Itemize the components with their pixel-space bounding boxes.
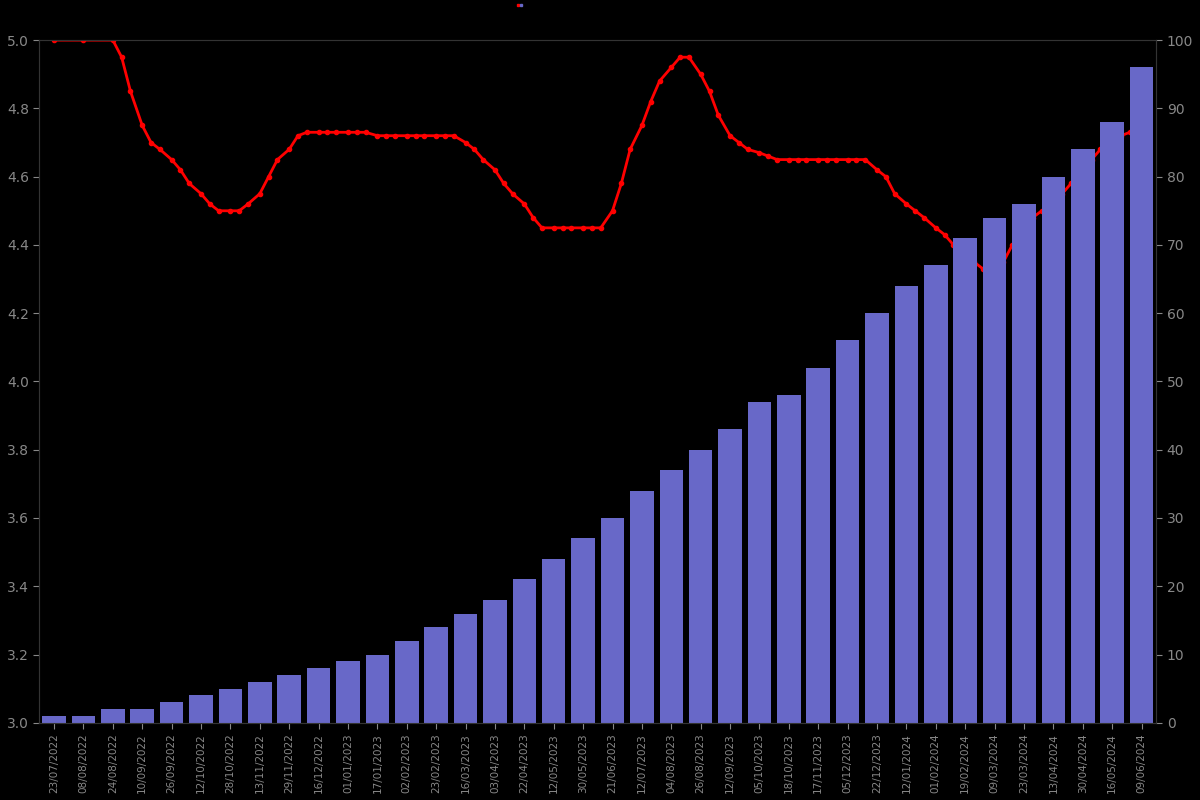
Bar [101, 709, 125, 722]
Bar [954, 238, 977, 722]
Legend: , : , [516, 3, 523, 6]
Bar [277, 675, 301, 722]
Bar [395, 641, 419, 722]
Bar [865, 313, 889, 722]
Bar [983, 218, 1007, 722]
Bar [571, 538, 595, 722]
Bar [512, 579, 536, 722]
Bar [660, 470, 683, 722]
Bar [601, 518, 624, 722]
Bar [72, 716, 95, 722]
Bar [1042, 177, 1066, 722]
Bar [895, 286, 918, 722]
Bar [454, 614, 478, 722]
Bar [248, 682, 271, 722]
Bar [806, 368, 830, 722]
Bar [836, 341, 859, 722]
Bar [336, 662, 360, 722]
Bar [160, 702, 184, 722]
Bar [719, 430, 742, 722]
Bar [425, 627, 448, 722]
Bar [1013, 204, 1036, 722]
Bar [190, 695, 212, 722]
Bar [1130, 67, 1153, 722]
Bar [630, 490, 654, 722]
Bar [924, 266, 948, 722]
Bar [484, 600, 506, 722]
Bar [218, 689, 242, 722]
Bar [542, 559, 565, 722]
Bar [42, 716, 66, 722]
Bar [307, 668, 330, 722]
Bar [778, 395, 800, 722]
Bar [689, 450, 713, 722]
Bar [1072, 150, 1094, 722]
Bar [131, 709, 154, 722]
Bar [366, 654, 389, 722]
Bar [748, 402, 772, 722]
Bar [1100, 122, 1124, 722]
